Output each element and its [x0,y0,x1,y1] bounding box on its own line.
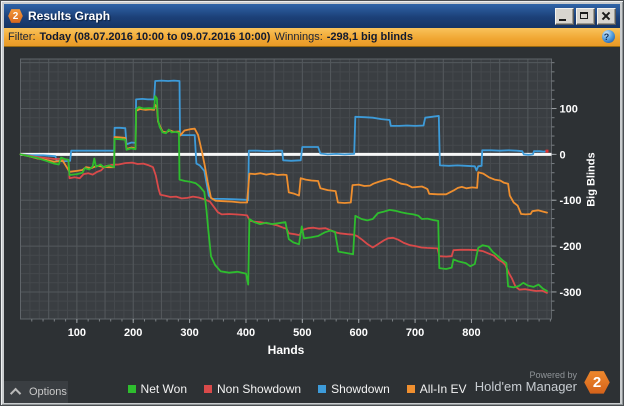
legend-swatch-icon [127,385,136,393]
series-non-showdown [19,153,548,294]
legend-swatch-icon [204,385,212,393]
x-tick-label: 300 [180,327,198,339]
brand-logo: 2 [584,371,610,394]
series-net-won [19,95,548,292]
legend-label: Non Showdown [217,382,302,396]
minimize-button[interactable] [555,7,574,25]
maximize-button[interactable] [576,7,595,25]
winnings-label: Winnings: [274,31,323,43]
filter-label: Filter: [8,31,36,43]
brand-name: Hold'em Manager [474,379,577,395]
legend-item[interactable]: Non Showdown [204,382,301,396]
y-axis-title: Big Blinds [586,152,598,206]
legend-item[interactable]: Net Won [127,382,187,396]
close-icon [602,12,610,20]
x-tick-label: 500 [293,327,311,339]
y-tick-label: -300 [560,287,582,299]
app-icon-label: 2 [12,10,19,22]
legend-swatch-icon [406,385,415,393]
chevron-up-icon [9,387,22,400]
brand-logo-label: 2 [592,373,602,391]
help-button[interactable]: ? [602,30,615,43]
options-label: Options [29,386,67,398]
winnings-value: -298,1 big blinds [326,31,413,43]
powered-by-block: Powered by Hold'em Manager 2 [475,370,610,395]
help-icon: ? [603,31,610,42]
legend-label: Net Won [140,382,187,396]
series-all-in-ev [19,104,548,216]
window-title: Results Graph [28,9,111,23]
results-chart: 100 0 -100 -200 -300 100 200 300 400 500 600 700 800… [19,58,598,357]
maximize-icon [580,11,588,19]
legend-label: Showdown [331,382,390,396]
options-button[interactable]: Options [4,381,68,403]
app-icon: 2 [8,9,23,23]
x-tick-label: 200 [124,327,142,339]
close-button[interactable] [597,7,616,25]
plot-background [20,59,552,319]
minimize-icon [559,18,566,21]
legend-item[interactable]: All-In EV [406,382,467,396]
x-tick-label: 800 [462,327,480,339]
powered-by-text: Powered by [529,369,577,380]
title-bar: 2 Results Graph [4,4,620,28]
series-showdown [19,79,548,202]
filter-value: Today (08.07.2016 10:00 to 09.07.2016 10… [39,31,271,43]
y-tick-label: -100 [560,195,582,207]
filter-bar: Filter: Today (08.07.2016 10:00 to 09.07… [4,28,620,47]
chart-region: 100 0 -100 -200 -300 100 200 300 400 500 600 700 800… [4,47,620,403]
y-tick-label: -200 [560,241,582,253]
x-tick-label: 100 [68,327,86,339]
legend-label: All-In EV [419,382,467,396]
plot-frame [20,58,552,320]
x-tick-label: 600 [350,327,368,339]
chart-legend: Net Won Non Showdown Showdown All-In EV [44,382,550,396]
series-end-marker [545,149,549,153]
legend-item[interactable]: Showdown [318,382,390,396]
x-tick-label: 700 [406,327,424,339]
legend-swatch-icon [318,385,327,393]
y-tick-label: 100 [560,104,578,116]
y-tick-label: 0 [560,149,566,161]
x-tick-label: 400 [237,327,255,339]
x-axis-title: Hands [268,343,305,357]
